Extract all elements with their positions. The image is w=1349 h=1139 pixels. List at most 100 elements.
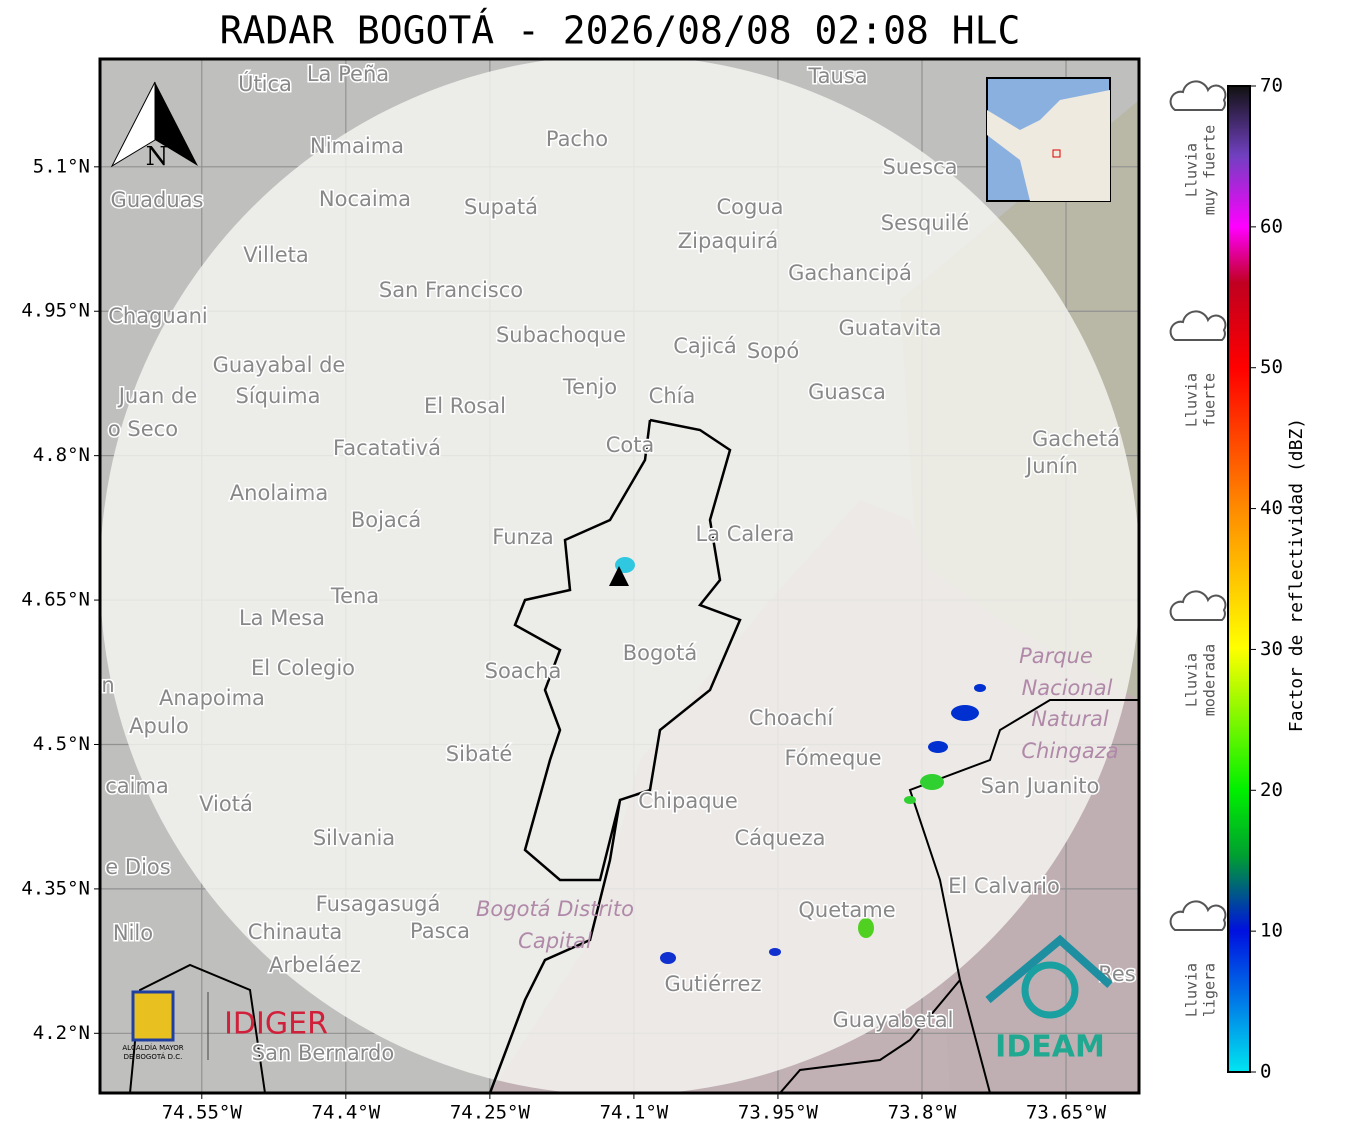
place-label: La Calera <box>695 522 794 546</box>
x-tick-label: 74.4°W <box>312 1102 381 1124</box>
place-label: Apulo <box>129 714 189 738</box>
rain-category-label: muy fuerte <box>1201 125 1219 215</box>
place-label: Facatativá <box>333 436 441 460</box>
place-label: Cota <box>606 433 655 457</box>
colorbar-label: Factor de reflectividad (dBZ) <box>1286 418 1307 732</box>
x-tick-label: 74.25°W <box>450 1102 531 1124</box>
place-label: Quetame <box>798 898 895 922</box>
place-label: Fómeque <box>784 746 881 770</box>
rain-category-label: fuerte <box>1201 373 1219 427</box>
x-tick-label: 73.95°W <box>738 1102 819 1124</box>
place-label: Viotá <box>199 792 253 816</box>
place-label: San Bernardo <box>252 1041 394 1065</box>
area-label: Parque <box>1019 644 1093 668</box>
place-label: Guayabal de <box>213 353 346 377</box>
rain-category-label: Lluvia <box>1183 373 1201 427</box>
colorbar-tick-label: 60 <box>1260 215 1283 237</box>
place-label: Cogua <box>716 195 783 219</box>
place-label: Pasca <box>410 919 470 943</box>
boundary <box>488 418 742 1093</box>
area-label: Chingaza <box>1021 739 1118 763</box>
colorbar-tick-label: 50 <box>1260 356 1283 378</box>
echo <box>974 684 986 692</box>
place-label: Cajicá <box>673 334 737 358</box>
place-label: Síquima <box>236 384 321 408</box>
place-label: Chaguani <box>108 304 208 328</box>
place-label: Gachancipá <box>788 261 912 285</box>
rain-category: Lluvia ligera <box>1169 900 1227 1017</box>
place-label: Anapoima <box>159 686 265 710</box>
place-label: Útica <box>238 71 292 96</box>
place-label: El Colegio <box>251 656 355 680</box>
place-label: Chipaque <box>638 789 738 813</box>
place-label: e Dios <box>105 855 170 879</box>
colorbar <box>1227 85 1251 1073</box>
place-label: Tenjo <box>562 375 617 399</box>
place-label: Funza <box>492 525 553 549</box>
colorbar-tick-label: 10 <box>1260 920 1283 942</box>
rain-category-label: ligera <box>1201 963 1219 1017</box>
rain-category-label: Lluvia <box>1183 653 1201 707</box>
place-label: Silvania <box>313 826 395 850</box>
echo <box>951 705 979 721</box>
place-label: Guasca <box>808 380 886 404</box>
logo-ideam-roof <box>985 934 1113 1004</box>
logo-ideam: IDEAM <box>995 1030 1105 1065</box>
place-label: Nimaima <box>310 134 404 158</box>
place-label: Fusagasugá <box>316 892 441 916</box>
place-label: Sibaté <box>446 742 513 766</box>
place-label: El Calvario <box>948 874 1060 898</box>
x-tick-label: 74.1°W <box>600 1102 669 1124</box>
colorbar-tick-label: 20 <box>1260 779 1283 801</box>
place-label: Arbeláez <box>269 953 361 977</box>
x-tick-label: 73.65°W <box>1026 1102 1107 1124</box>
logo-shield <box>131 990 175 1042</box>
place-label: caima <box>105 774 169 798</box>
place-label: Junín <box>1024 454 1078 478</box>
area-label: Nacional <box>1022 676 1113 700</box>
echo <box>660 952 676 964</box>
place-label: Choachí <box>749 706 835 730</box>
y-tick-label: 4.5°N <box>33 733 90 755</box>
place-label: Nocaima <box>319 187 411 211</box>
logo-text: ALCALDÍA MAYOR <box>122 1043 183 1052</box>
rain-category: Lluvia muy fuerte <box>1169 80 1227 215</box>
y-tick-label: 4.35°N <box>21 877 90 899</box>
echo <box>920 774 944 790</box>
echo <box>904 796 916 804</box>
colorbar-tick-label: 0 <box>1260 1061 1271 1083</box>
area-label: Bogotá Distrito <box>476 897 634 921</box>
place-label: Suesca <box>883 155 958 179</box>
map-frame <box>98 57 1141 1095</box>
north-label: N <box>146 142 169 172</box>
logo-idiger: IDIGER <box>224 1007 328 1042</box>
colorbar-tick-label: 40 <box>1260 497 1283 519</box>
logo-text: DE BOGOTÁ D.C. <box>124 1052 183 1061</box>
colorbar-tick-label: 70 <box>1260 75 1283 97</box>
colorbar-tick-label: 30 <box>1260 638 1283 660</box>
place-label: Bojacá <box>351 508 421 532</box>
radar-site <box>609 566 629 586</box>
place-label: Gachetá <box>1032 427 1120 451</box>
y-tick-label: 4.65°N <box>21 589 90 611</box>
echo <box>769 948 781 956</box>
echo <box>928 741 948 753</box>
title: RADAR BOGOTÁ - 2026/08/08 02:08 HLC <box>220 9 1021 53</box>
place-label: La Peña <box>307 62 389 86</box>
place-label: El Rosal <box>424 394 506 418</box>
cloud-icon <box>1169 80 1227 111</box>
place-label: Guatavita <box>839 316 942 340</box>
place-label: Subachoque <box>496 323 626 347</box>
y-tick-label: 4.2°N <box>33 1022 90 1044</box>
y-tick-label: 4.95°N <box>21 300 90 322</box>
place-label: Gutiérrez <box>665 972 762 996</box>
place-label: Chía <box>649 384 696 408</box>
place-label: Sopó <box>747 339 799 363</box>
y-tick-label: 4.8°N <box>33 444 90 466</box>
rain-category: Lluvia fuerte <box>1169 310 1227 427</box>
place-label: Zipaquirá <box>678 229 778 253</box>
place-label: Nilo <box>113 921 153 945</box>
cloud-icon <box>1169 590 1227 621</box>
place-label: Cáqueza <box>735 826 826 850</box>
